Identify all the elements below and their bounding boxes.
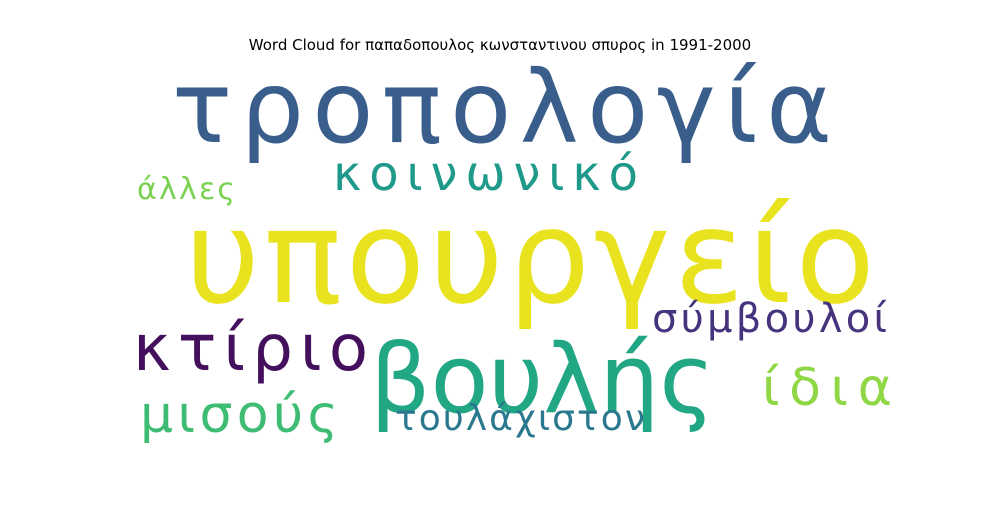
word-cloud-word: μισούς [140, 385, 338, 445]
chart-title: Word Cloud for παπαδοπουλος κωνσταντινου… [248, 36, 752, 54]
word-cloud-word: ίδια [762, 358, 892, 418]
word-cloud-word: υπουργείο [185, 181, 875, 333]
word-cloud-word: κοινωνικό [333, 146, 638, 202]
word-cloud-word: τουλάχιστον [395, 398, 645, 439]
word-cloud-word: σύμβουλοί [652, 296, 887, 342]
word-cloud-word: βουλής [370, 325, 715, 435]
word-cloud-word: άλλες [137, 172, 235, 207]
